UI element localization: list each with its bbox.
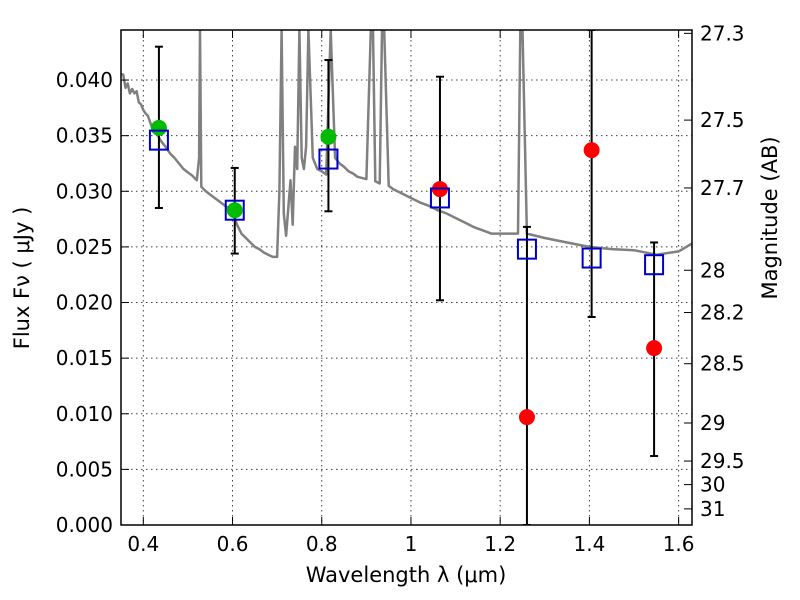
y-tick-label: 0.015 [56, 346, 113, 370]
y2-axis-label: Magnitude (AB) [758, 136, 782, 299]
y-tick-label: 0.025 [56, 235, 113, 259]
y2-tick-label: 27.5 [700, 108, 745, 132]
x-tick-label: 0.8 [306, 532, 338, 556]
x-tick-label: 1 [405, 532, 418, 556]
y2-tick-label: 29.5 [700, 449, 745, 473]
plot-frame [120, 29, 693, 526]
y-tick-label: 0.020 [56, 291, 113, 315]
model-spectrum-line [121, 30, 692, 259]
model-marker [516, 238, 537, 260]
x-tick-label: 1.4 [573, 532, 605, 556]
x-axis-label: Wavelength λ (μm) [306, 563, 507, 587]
undetected-point [583, 142, 600, 159]
model-marker [224, 199, 245, 221]
y2-tick-label: 30 [700, 473, 725, 497]
detected-point [226, 202, 243, 219]
model-marker [429, 187, 450, 209]
y-tick-label: 0.005 [56, 457, 113, 481]
error-bar [522, 225, 531, 525]
y-tick-label: 0.000 [56, 513, 113, 537]
y2-tick-label: 27.7 [700, 176, 745, 200]
y2-tick-label: 28.2 [700, 301, 745, 325]
y-tick-label: 0.035 [56, 124, 113, 148]
y-tick-label: 0.030 [56, 179, 113, 203]
detected-point [320, 128, 337, 145]
model-marker [318, 148, 339, 170]
grid [121, 30, 692, 526]
undetected-point [646, 340, 663, 357]
spectrum-layer [121, 30, 692, 259]
x-tick-label: 1.2 [484, 532, 516, 556]
data-point-layer [150, 119, 663, 426]
detected-point [150, 119, 167, 136]
y-tick-label: 0.040 [56, 68, 113, 92]
model-marker [581, 247, 602, 269]
error-bar [587, 30, 596, 318]
x-tick-label: 1.6 [663, 532, 695, 556]
y2-tick-label: 27.3 [700, 21, 745, 45]
axes: 0.4 0.6 0.8 1 1.2 1.4 1.6 0.000 0.005 0.010 0.015 0… [56, 21, 745, 556]
y2-tick-label: 28.5 [700, 352, 745, 376]
undetected-point [518, 409, 535, 426]
x-tick-label: 0.6 [217, 532, 249, 556]
x-tick-label: 0.4 [127, 532, 159, 556]
y-tick-label: 0.010 [56, 402, 113, 426]
model-marker [644, 254, 665, 276]
y2-tick-label: 28 [700, 258, 725, 282]
y2-tick-label: 29 [700, 411, 725, 435]
model-marker-layer [148, 129, 665, 276]
y2-tick-label: 31 [700, 497, 725, 521]
y-axis-label: Flux Fν ( μJy ) [10, 207, 34, 350]
model-marker [148, 129, 169, 151]
